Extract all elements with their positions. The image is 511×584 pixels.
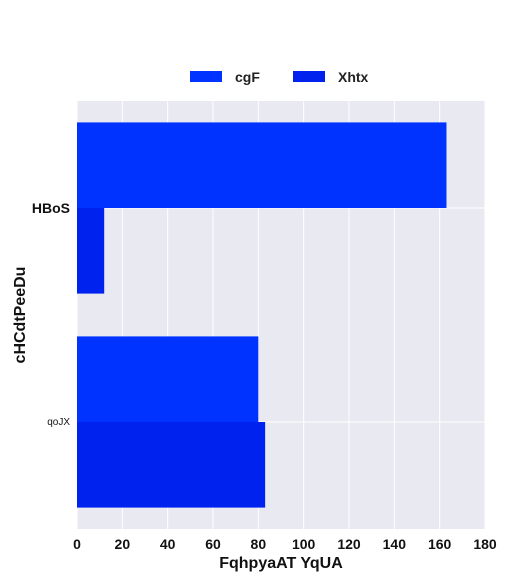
- x-tick-label: 160: [428, 536, 452, 552]
- legend-label: Xhtx: [338, 69, 369, 85]
- x-axis-label: FqhpyaAT YqUA: [219, 555, 343, 572]
- bar-Xhtx-HBoS: [77, 208, 105, 294]
- y-axis-label: cHCdtPeeDu: [12, 267, 29, 364]
- x-tick-label: 180: [473, 536, 497, 552]
- legend-swatch: [190, 71, 222, 82]
- legend-label: cgF: [235, 69, 260, 85]
- y-tick-label: qoJX: [47, 417, 70, 428]
- y-tick-labels: HBoS qoJX: [32, 200, 70, 428]
- x-tick-label: 60: [205, 536, 221, 552]
- x-tick-label: 0: [73, 536, 81, 552]
- legend: cgF Xhtx: [190, 69, 369, 85]
- x-tick-label: 120: [337, 536, 361, 552]
- x-tick-labels: 0 20 40 60 80 100 120 140 160 180: [73, 536, 497, 552]
- bar-cgF-HBoS: [77, 122, 447, 208]
- bar-Xhtx-qoJX: [77, 422, 266, 508]
- bars: [77, 122, 447, 508]
- x-tick-label: 100: [292, 536, 316, 552]
- x-tick-label: 40: [160, 536, 176, 552]
- bar-cgF-qoJX: [77, 336, 259, 422]
- x-tick-label: 80: [251, 536, 267, 552]
- x-tick-label: 140: [383, 536, 407, 552]
- x-tick-label: 20: [115, 536, 131, 552]
- legend-swatch: [293, 71, 325, 82]
- y-tick-label: HBoS: [32, 200, 70, 216]
